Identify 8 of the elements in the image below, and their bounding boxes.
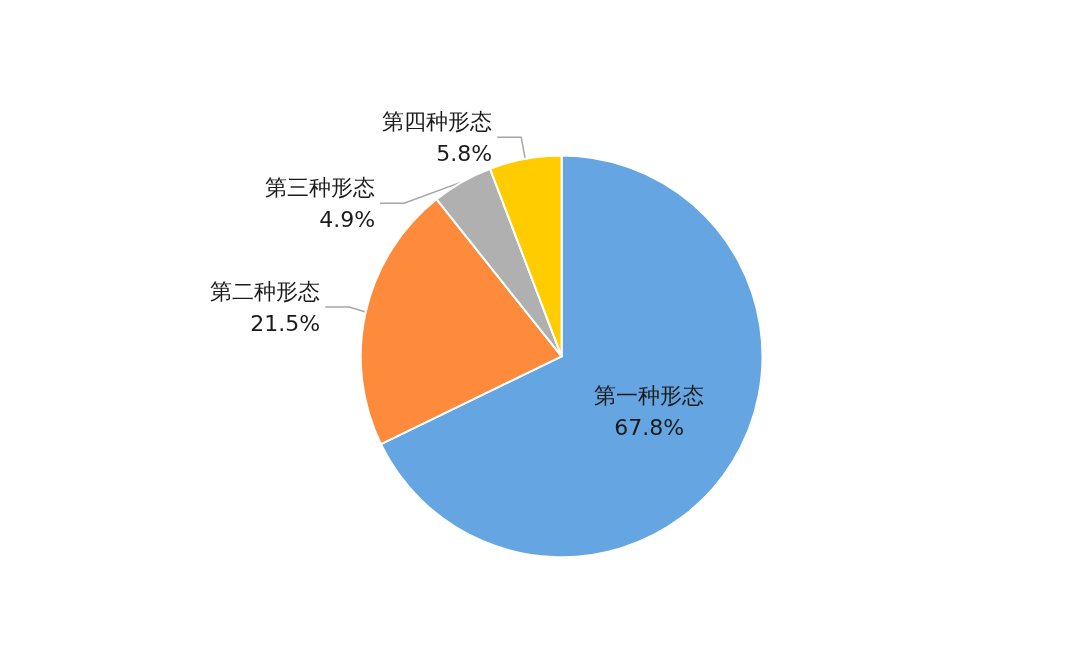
- data-label: 67.8%: [614, 414, 685, 440]
- slice-label: 第四种形态: [382, 108, 493, 134]
- data-label: 21.5%: [250, 310, 321, 336]
- data-label: 4.9%: [319, 206, 376, 232]
- slice-label: 第三种形态: [265, 174, 376, 200]
- slice-label: 第二种形态: [210, 278, 321, 304]
- data-label: 5.8%: [436, 140, 493, 166]
- slice-label: 第一种形态: [594, 382, 705, 408]
